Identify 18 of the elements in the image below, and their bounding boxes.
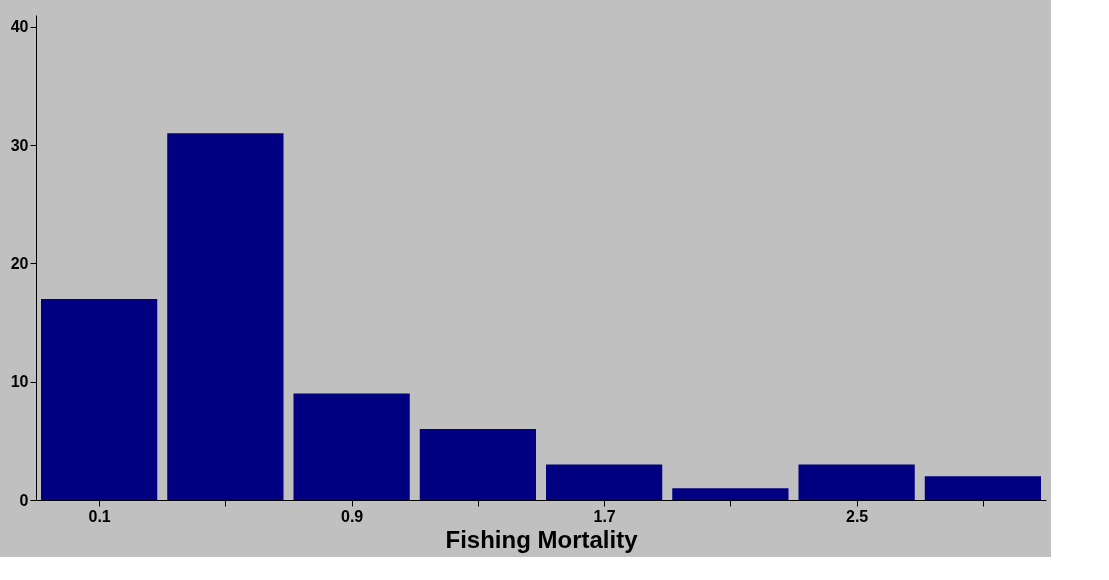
bar [672,488,789,500]
bar [546,464,663,500]
bar [167,133,284,500]
x-tick-label: 0.9 [341,507,364,525]
y-tick-label: 20 [10,254,29,272]
y-tick-label: 10 [10,373,29,391]
x-axis-title: Fishing Mortality [445,525,639,553]
x-tick-label: 0.1 [88,507,111,525]
x-tick-label: 1.7 [593,507,616,525]
y-tick-label: 0 [19,491,29,509]
bar [798,464,915,500]
bar [41,298,158,500]
bar [293,393,410,500]
bar [419,429,536,500]
bar [924,476,1041,500]
y-tick-label: 30 [10,136,29,154]
y-tick-label: 40 [10,18,29,36]
x-tick-label: 2.5 [846,507,869,525]
